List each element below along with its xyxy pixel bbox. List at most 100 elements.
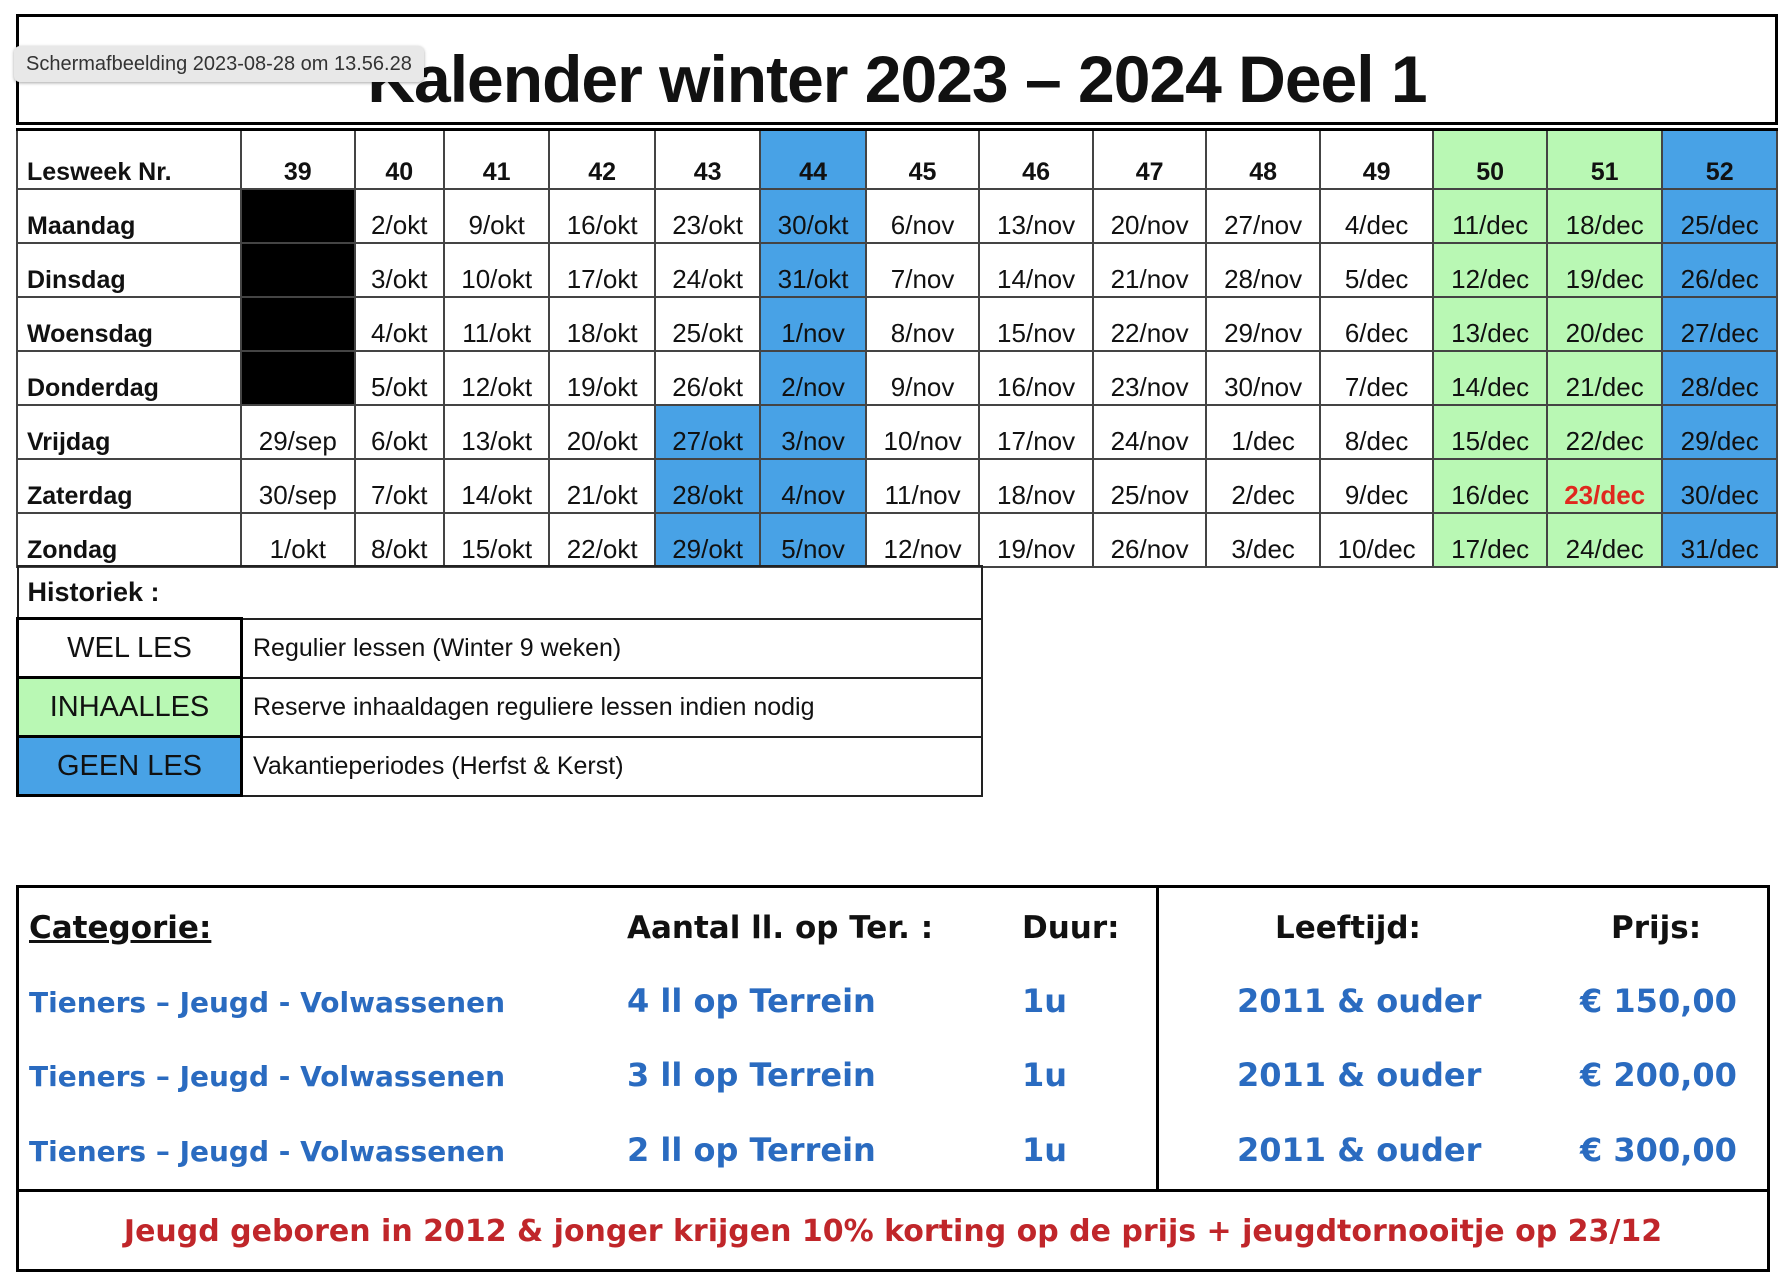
date-cell: 16/okt [548,188,656,244]
legend-desc: Reserve inhaaldagen reguliere lessen ind… [240,676,983,738]
date-cell: 29/dec [1661,404,1778,460]
date-cell: 24/nov [1091,404,1208,460]
date-cell: 18/okt [548,296,656,352]
row2-age: 2011 & ouder [1237,1056,1482,1094]
week-number: 45 [864,128,981,190]
header-age: Leeftijd: [1275,910,1421,946]
date-cell: 4/nov [759,458,867,514]
day-row-donderdag: Donderdag 5/okt 12/okt 19/okt 26/okt 2/n… [15,350,1778,406]
date-cell: 30/sep [240,458,356,514]
date-cell: 25/okt [653,296,762,352]
date-cell: 16/nov [978,350,1094,406]
date-cell: 5/dec [1318,242,1435,298]
legend-table: Historiek : WEL LES Regulier lessen (Win… [16,565,983,797]
date-cell: 1/okt [240,512,356,568]
date-cell: 17/dec [1432,512,1548,568]
calendar-table: Lesweek Nr. 39 40 41 42 43 44 45 46 47 4… [15,128,1778,568]
date-cell: 8/dec [1318,404,1435,460]
date-cell: 15/dec [1432,404,1548,460]
date-cell-blocked [240,350,356,406]
screenshot-filename-tooltip: Schermafbeelding 2023-08-28 om 13.56.28 [14,46,424,82]
row3-players: 2 ll op Terrein [627,1131,876,1169]
day-row-zondag: Zondag 1/okt 8/okt 15/okt 22/okt 29/okt … [15,512,1778,568]
date-cell: 25/dec [1661,188,1778,244]
legend-title: Historiek : [16,565,983,619]
date-cell: 6/nov [864,188,981,244]
date-cell: 9/dec [1318,458,1435,514]
legend-key-inhaalles: INHAALLES [16,676,243,738]
date-cell: 14/nov [978,242,1094,298]
date-cell: 9/okt [442,188,551,244]
week-number: 50 [1432,128,1548,190]
date-cell: 18/dec [1545,188,1664,244]
week-number: 52 [1661,128,1778,190]
week-number: 42 [548,128,656,190]
legend-row: WEL LES Regulier lessen (Winter 9 weken) [16,617,983,679]
date-cell: 7/nov [864,242,981,298]
legend-desc: Vakantieperiodes (Herfst & Kerst) [240,735,983,797]
week-number: 46 [978,128,1094,190]
date-cell: 28/okt [653,458,762,514]
date-cell: 6/okt [353,404,445,460]
date-cell: 16/dec [1432,458,1548,514]
week-number: 44 [759,128,867,190]
date-cell: 25/nov [1091,458,1208,514]
date-cell: 13/okt [442,404,551,460]
date-cell: 3/nov [759,404,867,460]
date-cell: 19/okt [548,350,656,406]
date-cell: 19/nov [978,512,1094,568]
date-cell: 22/dec [1545,404,1664,460]
row3-price: € 300,00 [1580,1131,1737,1169]
day-label: Zaterdag [15,458,243,514]
date-cell: 29/nov [1205,296,1321,352]
date-cell: 15/nov [978,296,1094,352]
date-cell: 5/okt [353,350,445,406]
date-cell: 8/okt [353,512,445,568]
date-cell: 24/okt [653,242,762,298]
week-number: 39 [240,128,356,190]
day-label: Vrijdag [15,404,243,460]
week-number-row: Lesweek Nr. 39 40 41 42 43 44 45 46 47 4… [15,128,1778,190]
header-players: Aantal ll. op Ter. : [627,910,934,946]
date-cell: 12/nov [864,512,981,568]
header-duration: Duur: [1022,910,1120,946]
date-cell: 26/dec [1661,242,1778,298]
date-cell: 3/dec [1205,512,1321,568]
date-cell: 13/nov [978,188,1094,244]
date-cell: 8/nov [864,296,981,352]
date-cell: 21/okt [548,458,656,514]
date-cell: 30/dec [1661,458,1778,514]
date-cell: 4/okt [353,296,445,352]
day-label: Woensdag [15,296,243,352]
date-cell: 13/dec [1432,296,1548,352]
row2-price: € 200,00 [1580,1056,1737,1094]
day-row-woensdag: Woensdag 4/okt 11/okt 18/okt 25/okt 1/no… [15,296,1778,352]
date-cell: 3/okt [353,242,445,298]
date-cell: 15/okt [442,512,551,568]
legend-desc: Regulier lessen (Winter 9 weken) [240,617,983,679]
date-cell: 27/okt [653,404,762,460]
date-cell: 9/nov [864,350,981,406]
row3-category: Tieners – Jeugd - Volwassenen [29,1135,506,1168]
date-cell: 11/nov [864,458,981,514]
date-cell: 14/okt [442,458,551,514]
date-cell: 10/nov [864,404,981,460]
row2-category: Tieners – Jeugd - Volwassenen [29,1060,506,1093]
date-cell: 27/dec [1661,296,1778,352]
date-cell: 12/okt [442,350,551,406]
date-cell-blocked [240,188,356,244]
date-cell: 28/nov [1205,242,1321,298]
date-cell: 22/nov [1091,296,1208,352]
row3-duration: 1u [1022,1131,1068,1169]
week-number: 48 [1205,128,1321,190]
date-cell: 31/dec [1661,512,1778,568]
page-title: Kalender winter 2023 – 2024 Deel 1 [367,41,1427,116]
row1-duration: 1u [1022,982,1068,1020]
header-category: Categorie: [29,910,212,946]
date-cell: 6/dec [1318,296,1435,352]
date-cell: 18/nov [978,458,1094,514]
date-cell: 1/dec [1205,404,1321,460]
date-cell: 26/okt [653,350,762,406]
date-cell: 23/nov [1091,350,1208,406]
date-cell: 27/nov [1205,188,1321,244]
